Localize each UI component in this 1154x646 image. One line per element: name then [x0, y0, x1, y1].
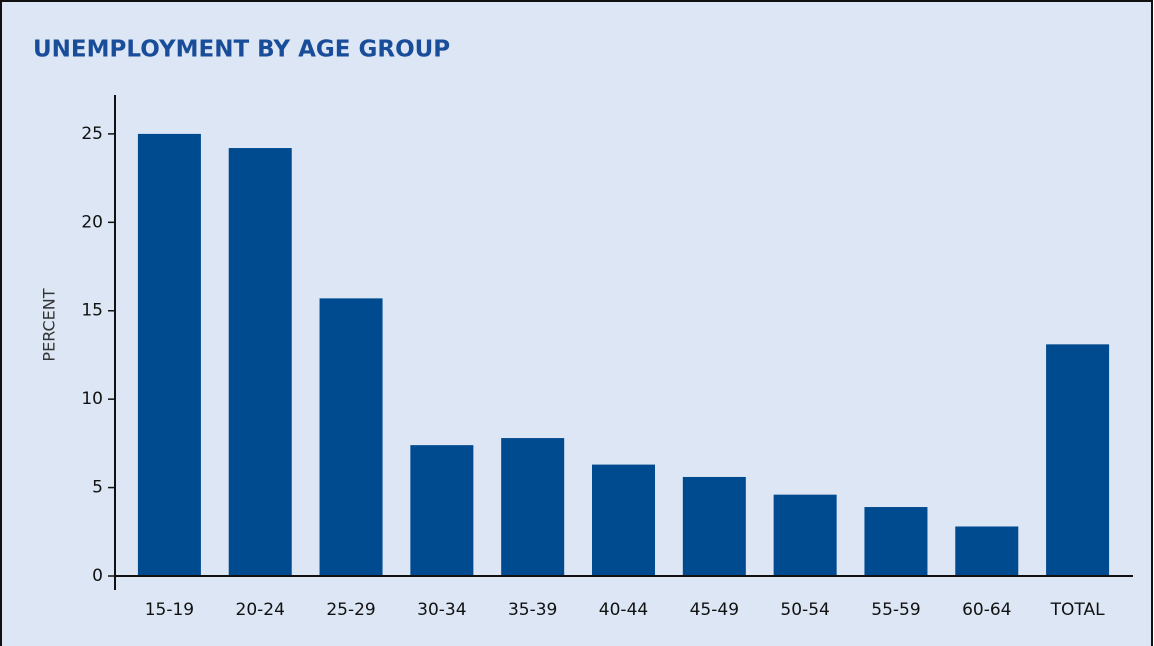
bar — [955, 526, 1019, 576]
x-tick-label: 30-34 — [417, 600, 466, 620]
x-tick-label: TOTAL — [1050, 600, 1105, 620]
bar — [1046, 344, 1110, 576]
bar — [501, 438, 565, 576]
y-tick-label: 20 — [81, 212, 103, 232]
x-tick-label: 25-29 — [326, 600, 375, 620]
bar — [682, 476, 746, 576]
y-tick-label: 0 — [92, 566, 103, 586]
bar — [137, 133, 201, 576]
y-tick-label: 10 — [81, 389, 103, 409]
x-tick-label: 55-59 — [871, 600, 920, 620]
bar — [319, 298, 383, 576]
y-tick-label: 5 — [92, 478, 103, 498]
chart-title: UNEMPLOYMENT BY AGE GROUP — [33, 37, 450, 63]
bar — [773, 494, 837, 576]
x-tick-label: 35-39 — [508, 600, 557, 620]
x-tick-label: 15-19 — [145, 600, 194, 620]
y-tick-label: 25 — [81, 124, 103, 144]
x-tick-label: 60-64 — [962, 600, 1011, 620]
bar — [864, 507, 928, 576]
y-tick-label: 15 — [81, 301, 103, 321]
y-axis-label: PERCENT — [40, 288, 59, 361]
bar — [228, 148, 292, 577]
bar — [592, 464, 655, 576]
x-tick-label: 40-44 — [599, 600, 648, 620]
x-tick-label: 20-24 — [236, 600, 285, 620]
x-tick-label: 50-54 — [780, 600, 829, 620]
x-tick-label: 45-49 — [690, 600, 739, 620]
bar — [410, 445, 474, 576]
